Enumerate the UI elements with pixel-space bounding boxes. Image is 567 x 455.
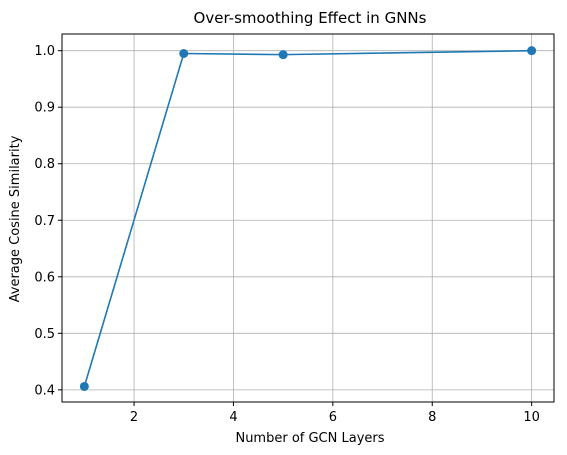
x-tick-label: 6 [329, 410, 337, 425]
y-tick-label: 0.8 [34, 157, 55, 172]
y-tick-label: 0.9 [34, 101, 55, 116]
chart-title: Over-smoothing Effect in GNNs [194, 9, 427, 27]
tick-layer: 2 4 6 8 10 0.4 0.5 0.6 0.7 0.8 0.9 1.0 [34, 44, 540, 425]
x-tick-label: 8 [428, 410, 436, 425]
data-point [179, 49, 189, 59]
grid-layer [62, 34, 554, 402]
x-tick-label: 2 [130, 410, 138, 425]
x-axis-label: Number of GCN Layers [235, 431, 384, 446]
y-tick-label: 0.4 [34, 383, 55, 398]
series-layer [79, 46, 537, 391]
y-tick-label: 0.5 [34, 327, 55, 342]
data-point [278, 50, 288, 60]
data-point [527, 46, 537, 56]
y-axis-label: Average Cosine Similarity [8, 135, 23, 302]
series-line [83, 49, 532, 387]
y-tick-label: 1.0 [34, 44, 55, 59]
plot-frame [61, 33, 555, 403]
data-point [79, 381, 89, 391]
y-tick-label: 0.7 [34, 214, 55, 229]
x-tick-label: 4 [229, 410, 237, 425]
y-tick-label: 0.6 [34, 270, 55, 285]
x-tick-label: 10 [523, 410, 540, 425]
